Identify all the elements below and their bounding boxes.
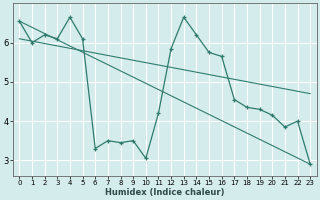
- X-axis label: Humidex (Indice chaleur): Humidex (Indice chaleur): [105, 188, 225, 197]
